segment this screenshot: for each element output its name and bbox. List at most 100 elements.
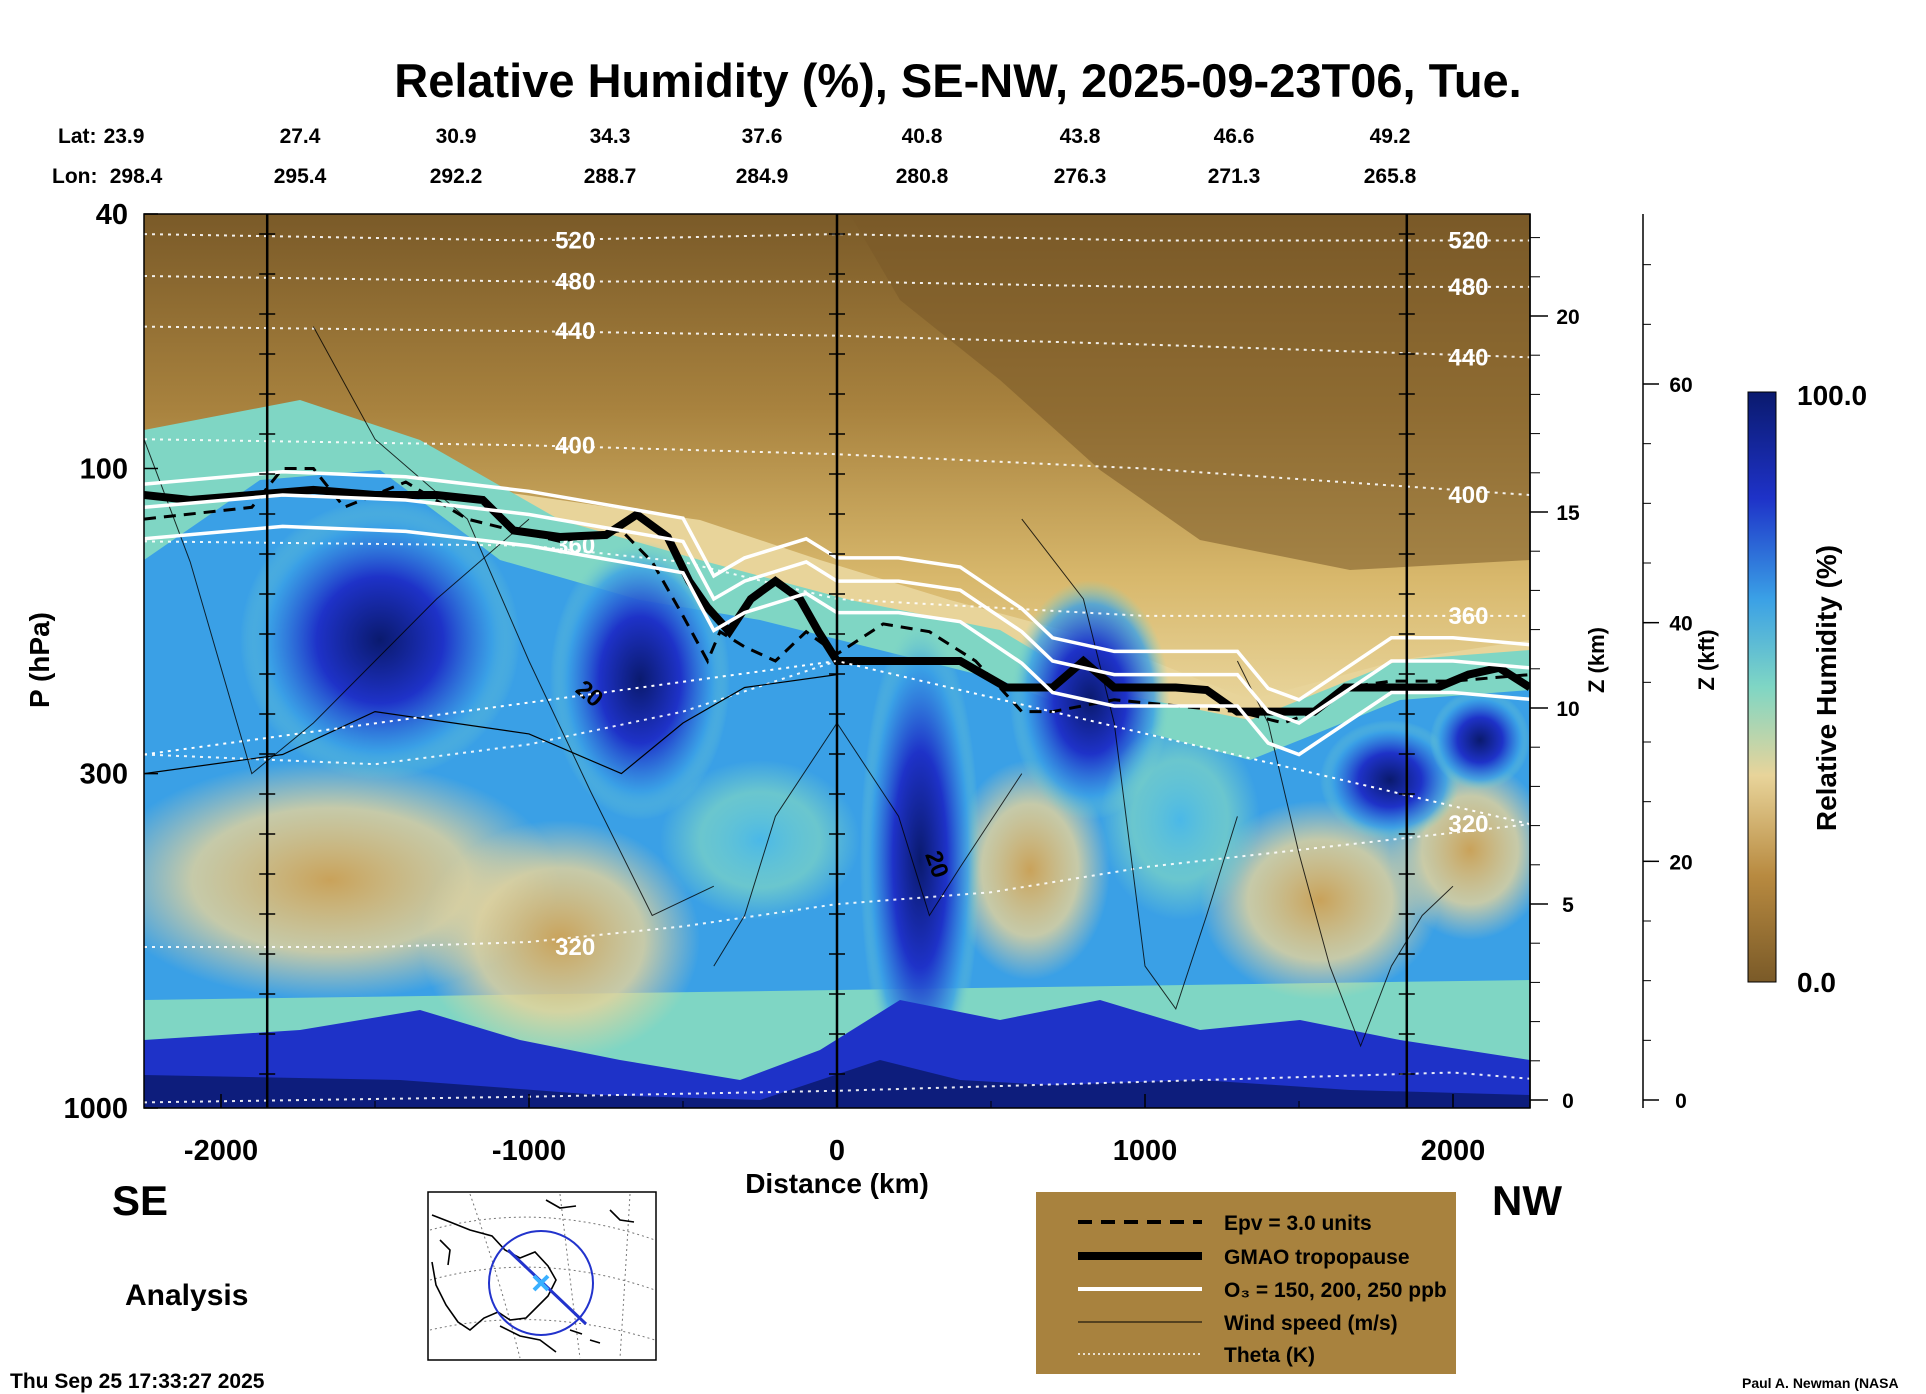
x-axis-ticks: -2000 -1000 0 1000 2000: [184, 1094, 1485, 1167]
credit: Paul A. Newman (NASA: [1742, 1375, 1899, 1391]
legend-label-theta: Theta (K): [1224, 1344, 1315, 1367]
lat-value: 30.9: [436, 125, 477, 148]
theta-contour-label-right: 520: [1448, 227, 1488, 254]
theta-contour-label-right: 440: [1448, 344, 1488, 371]
theta-contour-line: [144, 325, 1530, 359]
lon-row: 298.4 295.4 292.2 288.7 284.9 280.8 276.3 271.3…: [110, 165, 1417, 188]
z-kft-tick-label: 0: [1675, 1090, 1687, 1113]
lon-value: 265.8: [1364, 165, 1417, 188]
lat-value: 23.9: [104, 125, 145, 148]
z-kft-tick-label: 40: [1669, 613, 1692, 636]
wind-speed-contour: [312, 326, 715, 917]
theta-contour-line: [144, 438, 1530, 496]
theta-contour-label: 440: [555, 318, 595, 345]
theta-contour-label-right: 480: [1448, 274, 1488, 301]
colorbar-label: Relative Humidity (%): [1811, 545, 1842, 831]
heatmap-wet-core-3: [860, 620, 980, 1100]
theta-contour-label-right: 400: [1448, 482, 1488, 509]
legend-label-wind: Wind speed (m/s): [1224, 1312, 1398, 1335]
z-km-tick-label: 15: [1556, 502, 1580, 525]
theta-contour-line: [144, 233, 1530, 242]
lat-value: 37.6: [742, 125, 783, 148]
vertical-reference-lines: [259, 214, 1415, 1108]
series-line: [144, 659, 1530, 826]
x-tick-label: 2000: [1421, 1135, 1486, 1167]
series-lines: [144, 467, 1530, 826]
series-line-ozone-2: [144, 524, 1530, 757]
heatmap-cyan-patch-2: [1100, 720, 1260, 920]
lon-value: 295.4: [274, 165, 327, 188]
z-km-tick-label: 0: [1562, 1090, 1574, 1113]
chart-title: Relative Humidity (%), SE-NW, 2025-09-23…: [394, 54, 1521, 107]
inset-map-center-marker: [532, 1274, 550, 1292]
z-kft-axis-ticks: 60 40 20 0: [1642, 214, 1693, 1113]
heatmap-wet-core-2: [550, 540, 730, 820]
y-axis-label: P (hPa): [24, 612, 55, 708]
timestamp: Thu Sep 25 17:33:27 2025: [10, 1370, 265, 1393]
wind-speed-contour: [144, 439, 530, 775]
lat-row: 23.9 27.4 30.9 34.3 37.6 40.8 43.8 46.6 49.2: [104, 125, 1411, 148]
theta-contour-line: [144, 823, 1530, 948]
legend: Epv = 3.0 units GMAO tropopause O₃ = 150…: [1036, 1192, 1456, 1374]
colorbar-max: 100.0: [1797, 380, 1867, 411]
lat-value: 34.3: [590, 125, 631, 148]
series-line: [144, 467, 1530, 725]
legend-label-tropopause: GMAO tropopause: [1224, 1246, 1410, 1269]
left-direction: SE: [112, 1177, 168, 1224]
heatmap-dry-patch-right: [1200, 800, 1440, 1000]
series-line: [144, 674, 838, 775]
colorbar-min: 0.0: [1797, 967, 1836, 998]
z-kft-tick-label: 20: [1669, 851, 1692, 874]
inset-map-coastline: [431, 1199, 635, 1353]
z-km-tick-label: 20: [1556, 306, 1579, 329]
inset-map: [427, 1191, 657, 1361]
lat-value: 40.8: [902, 125, 943, 148]
z-km-axis-label: Z (km): [1584, 627, 1609, 693]
lat-value: 49.2: [1370, 125, 1411, 148]
theta-contour-label: 480: [555, 268, 595, 295]
x-tick-label: -1000: [492, 1135, 566, 1167]
theta-contour-line: [144, 275, 1530, 288]
lat-value: 46.6: [1214, 125, 1255, 148]
lon-value: 298.4: [110, 165, 163, 188]
x-tick-label: -2000: [184, 1135, 258, 1167]
heatmap-cyan-patch: [660, 760, 860, 920]
inset-map-frame: [427, 1191, 657, 1361]
legend-label-ozone: O₃ = 150, 200, 250 ppb: [1224, 1279, 1447, 1302]
colorbar: [1747, 391, 1777, 983]
theta-contour-line: [144, 1071, 1530, 1104]
z-kft-tick-label: 60: [1669, 374, 1692, 397]
y-tick-label: 40: [96, 199, 128, 231]
y-tick-label: 100: [80, 453, 128, 485]
lat-value: 27.4: [280, 125, 321, 148]
theta-contour-line: [144, 660, 838, 766]
series-line-ozone-3: [144, 470, 1530, 702]
lat-label: Lat:: [58, 125, 97, 148]
lon-value: 276.3: [1054, 165, 1107, 188]
theta-contour-label: 320: [555, 934, 595, 961]
y-tick-label: 1000: [63, 1093, 128, 1125]
lon-value: 271.3: [1208, 165, 1261, 188]
theta-contour-label: 400: [555, 432, 595, 459]
lat-value: 43.8: [1060, 125, 1101, 148]
right-direction: NW: [1492, 1177, 1562, 1224]
theta-contour-line: [144, 540, 1530, 617]
y-tick-label: 300: [80, 759, 128, 791]
x-tick-label: 1000: [1113, 1135, 1178, 1167]
x-tick-label: 0: [829, 1135, 845, 1167]
z-kft-axis-label: Z (kft): [1694, 629, 1719, 690]
mode-label: Analysis: [125, 1279, 248, 1312]
lon-label: Lon:: [52, 165, 97, 188]
y-axis-ticks: 40 100 300 1000: [63, 199, 158, 1125]
lon-value: 288.7: [584, 165, 637, 188]
series-line: [144, 493, 1530, 725]
lon-value: 284.9: [736, 165, 789, 188]
heatmap-wet-core-1: [240, 500, 520, 780]
heatmap-dry-core: [850, 214, 1530, 570]
x-axis-label: Distance (km): [745, 1168, 929, 1199]
z-km-axis-ticks: 20 15 10 5 0: [1529, 214, 1580, 1113]
z-km-tick-label: 5: [1562, 894, 1574, 917]
